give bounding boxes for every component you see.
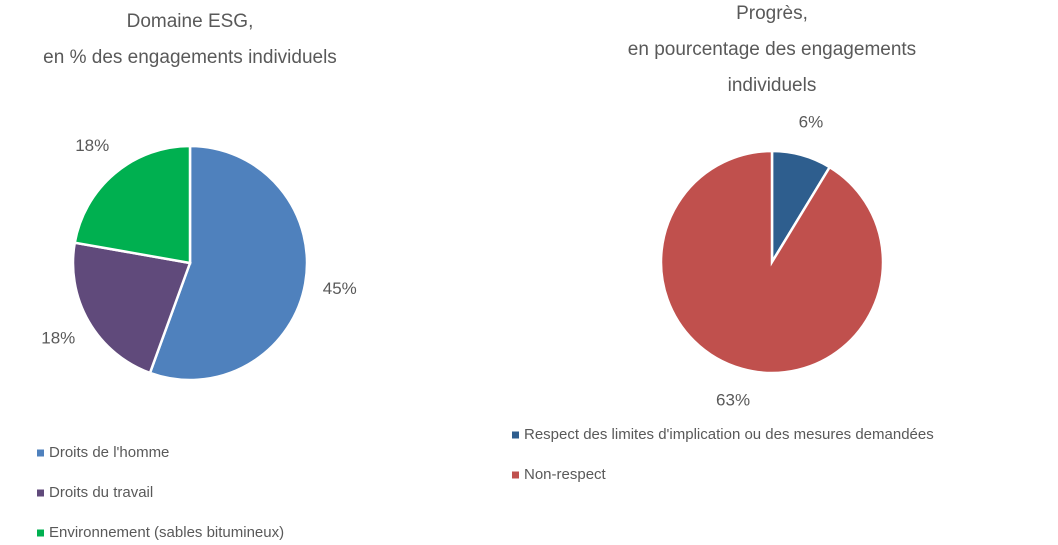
legend-label: Droits du travail xyxy=(49,484,153,501)
legend-swatch xyxy=(37,529,44,537)
chart-title: en % des engagements individuels xyxy=(43,47,337,68)
legend-label: Non-respect xyxy=(524,466,607,483)
pie-slice xyxy=(73,144,192,265)
chart-title: Progrès, xyxy=(736,3,808,24)
chart-title: individuels xyxy=(728,75,817,96)
chart-title: Domaine ESG, xyxy=(127,11,254,32)
data-label: 18% xyxy=(75,136,109,155)
legend-swatch xyxy=(37,489,44,497)
chart-title: en pourcentage des engagements xyxy=(628,39,916,60)
legend-swatch xyxy=(512,471,519,479)
pie-slice xyxy=(148,144,309,382)
data-label: 63% xyxy=(716,390,750,409)
legend-swatch xyxy=(512,431,519,439)
data-label: 6% xyxy=(799,113,824,132)
pie-slice xyxy=(71,241,192,375)
data-label: 45% xyxy=(323,279,357,298)
legend-swatch xyxy=(37,449,44,457)
data-label: 18% xyxy=(41,329,75,348)
legend-label: Respect des limites d'implication ou des… xyxy=(524,426,934,443)
pie-slice xyxy=(659,149,885,375)
legend-label: Droits de l'homme xyxy=(49,444,169,461)
legend-label: Environnement (sables bitumineux) xyxy=(49,524,284,541)
